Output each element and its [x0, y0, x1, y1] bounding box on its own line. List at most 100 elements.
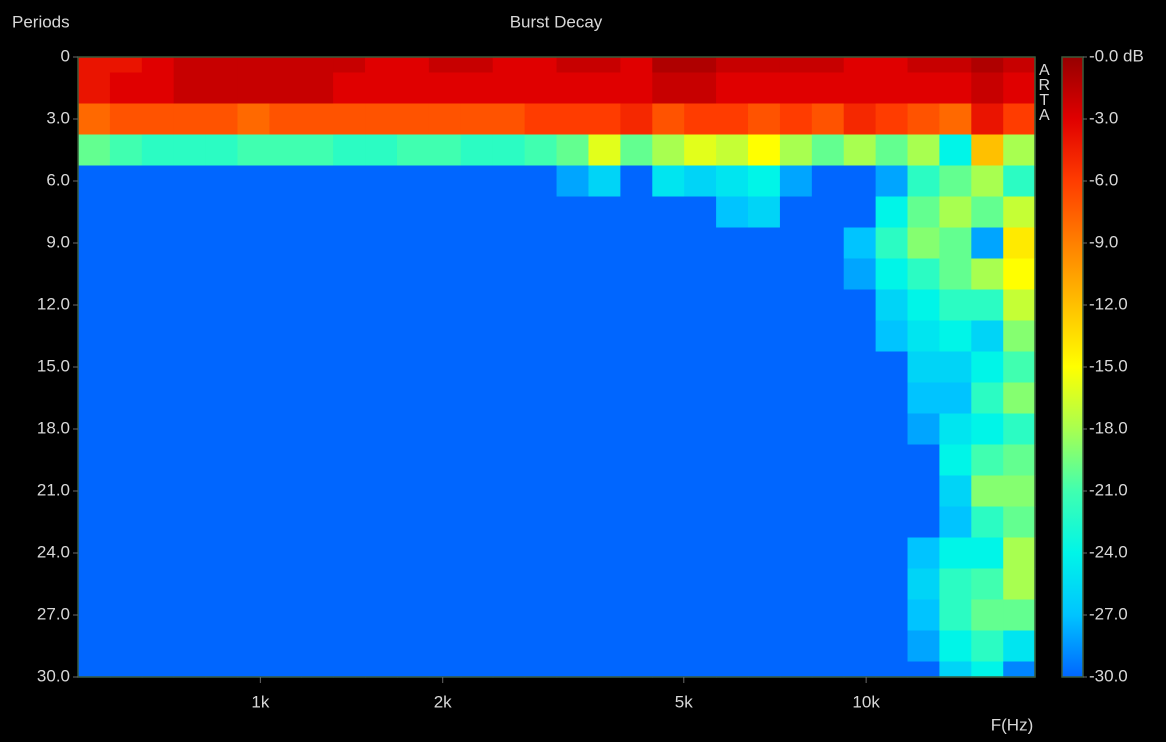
- heat-cell: [748, 320, 781, 353]
- heat-cell: [237, 351, 271, 384]
- heat-cell: [588, 506, 621, 539]
- heat-cell: [971, 475, 1004, 508]
- heat-cell: [748, 444, 781, 477]
- heat-cell: [588, 444, 621, 477]
- heat-cell: [428, 72, 462, 105]
- heat-cell: [939, 444, 972, 477]
- heat-cell: [939, 72, 972, 105]
- heat-cell: [141, 196, 175, 229]
- heat-cell: [237, 227, 271, 260]
- heat-cell: [396, 599, 430, 632]
- heat-cell: [333, 382, 366, 415]
- heat-cell: [333, 258, 366, 291]
- heat-cell: [524, 382, 558, 415]
- heat-cell: [875, 258, 909, 291]
- heat-cell: [588, 351, 621, 384]
- heat-cell: [684, 537, 717, 570]
- heat-cell: [365, 351, 398, 384]
- heat-cell: [779, 661, 813, 678]
- heat-cell: [237, 134, 271, 167]
- heat-cell: [269, 630, 302, 663]
- heat-cell: [173, 72, 207, 105]
- heat-cell: [524, 444, 558, 477]
- heat-cell: [109, 537, 143, 570]
- heat-cell: [1003, 475, 1036, 508]
- heat-cell: [365, 413, 398, 446]
- heat-cell: [875, 568, 909, 601]
- heat-cell: [365, 537, 398, 570]
- heat-cell: [524, 537, 558, 570]
- heat-cell: [684, 134, 717, 167]
- heat-cell: [460, 320, 494, 353]
- heat-cell: [141, 134, 175, 167]
- heat-cell: [428, 599, 462, 632]
- heat-cell: [205, 72, 239, 105]
- heat-cell: [524, 289, 558, 322]
- heat-cell: [907, 382, 941, 415]
- heat-cell: [684, 444, 717, 477]
- heat-cell: [460, 196, 494, 229]
- heat-cell: [939, 537, 972, 570]
- heat-cell: [971, 351, 1004, 384]
- heat-cell: [301, 568, 334, 601]
- heat-cell: [971, 413, 1004, 446]
- heat-cell: [78, 537, 111, 570]
- heat-cell: [652, 568, 685, 601]
- heat-cell: [205, 351, 239, 384]
- heat-cell: [907, 103, 941, 136]
- heat-cell: [939, 630, 972, 663]
- heat-cell: [78, 382, 111, 415]
- heat-cell: [971, 103, 1004, 136]
- heat-cell: [428, 289, 462, 322]
- heat-cell: [684, 72, 717, 105]
- heat-cell: [78, 320, 111, 353]
- y-tick-label: 30.0: [37, 666, 70, 685]
- heat-cell: [524, 196, 558, 229]
- heat-cell: [843, 320, 877, 353]
- heat-cell: [365, 134, 398, 167]
- heat-cell: [716, 444, 749, 477]
- heat-cell: [524, 661, 558, 678]
- heat-cell: [301, 630, 334, 663]
- heat-cell: [556, 537, 590, 570]
- heat-cell: [78, 227, 111, 260]
- heat-cell: [684, 103, 717, 136]
- heat-cell: [1003, 382, 1036, 415]
- heat-cell: [428, 661, 462, 678]
- heat-cell: [460, 165, 494, 198]
- heat-cell: [205, 196, 239, 229]
- heat-cell: [716, 351, 749, 384]
- heat-cell: [173, 227, 207, 260]
- heat-cell: [173, 134, 207, 167]
- heat-cell: [1003, 599, 1036, 632]
- heat-cell: [109, 320, 143, 353]
- heat-cell: [492, 568, 526, 601]
- heat-cell: [524, 227, 558, 260]
- heat-cell: [269, 134, 302, 167]
- heat-cell: [460, 57, 494, 74]
- heat-cell: [588, 599, 621, 632]
- heat-cell: [939, 568, 972, 601]
- heat-cell: [492, 289, 526, 322]
- heat-cell: [237, 72, 271, 105]
- heat-cell: [428, 134, 462, 167]
- heat-cell: [875, 103, 909, 136]
- heat-cell: [971, 382, 1004, 415]
- heat-cell: [524, 475, 558, 508]
- heat-cell: [684, 165, 717, 198]
- heat-cell: [237, 196, 271, 229]
- heat-cell: [492, 506, 526, 539]
- heat-cell: [843, 134, 877, 167]
- heat-cell: [939, 506, 972, 539]
- heat-cell: [779, 506, 813, 539]
- heat-cell: [109, 475, 143, 508]
- heat-cell: [588, 57, 621, 74]
- heat-cell: [237, 320, 271, 353]
- heat-cell: [748, 413, 781, 446]
- heat-cell: [396, 661, 430, 678]
- heat-cell: [173, 289, 207, 322]
- heat-cell: [428, 103, 462, 136]
- heat-cell: [843, 413, 877, 446]
- heat-cell: [748, 196, 781, 229]
- heat-cell: [205, 103, 239, 136]
